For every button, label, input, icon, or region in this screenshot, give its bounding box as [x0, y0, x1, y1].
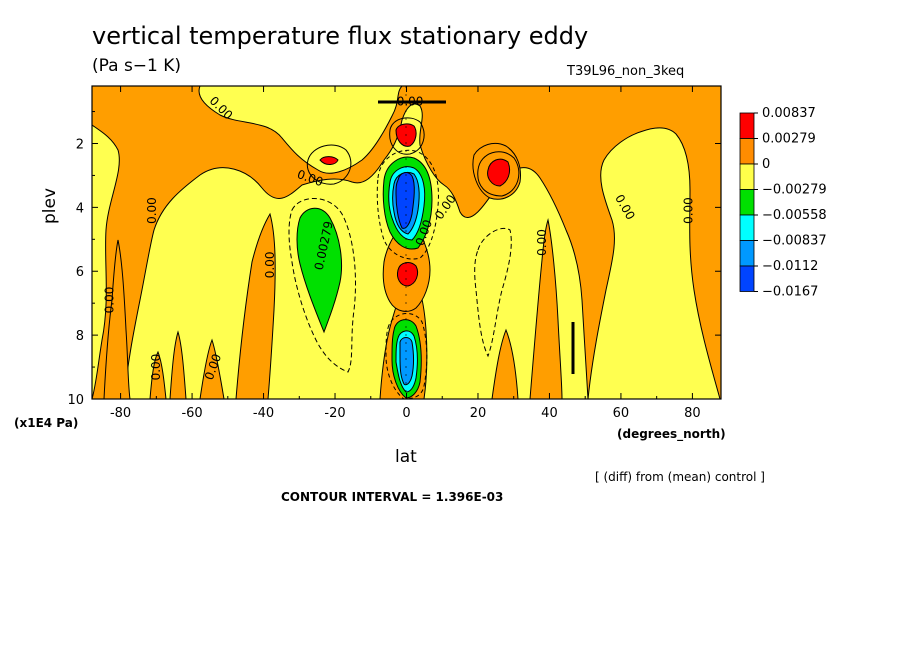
yellow-region-west-top — [92, 86, 720, 174]
contour-label: 0.00 — [681, 197, 695, 224]
legend-swatch — [739, 265, 755, 292]
orange-finger-8 — [529, 218, 563, 399]
contour-label: 0.00 — [397, 94, 424, 108]
legend-label: 0.00837 — [762, 106, 816, 121]
contour-label: 0.00 — [263, 251, 277, 278]
orange-finger-7 — [491, 328, 519, 399]
color-legend: 0.00837 0.00279 0 −0.00279 −0.00558 −0.00837 −… — [739, 106, 827, 300]
yellow-region-east — [587, 127, 721, 399]
y-tick-label: 8 — [76, 329, 84, 344]
red-core-west — [319, 156, 339, 165]
negative-column-top-core — [395, 172, 415, 229]
yellow-region-main — [92, 124, 120, 399]
orange-finger-2 — [149, 350, 167, 399]
contour-ring-west — [306, 144, 352, 185]
orange-finger-3 — [169, 330, 187, 399]
legend-swatch — [739, 189, 755, 216]
y-tick-label: 2 — [76, 137, 84, 152]
legend-label: −0.00837 — [762, 234, 827, 249]
x-tick-label: 20 — [470, 406, 487, 421]
red-core-mid — [397, 262, 419, 287]
x-tick-label: 60 — [613, 406, 630, 421]
dashed-contour-east — [474, 228, 512, 358]
run-label: T39L96_non_3keq — [567, 64, 685, 79]
y-ticks: 2 4 6 8 10 — [67, 111, 721, 408]
negative-column-bottom-blue — [399, 337, 414, 386]
contour-ring-top — [389, 117, 425, 155]
dashed-contour-west-outer — [288, 197, 356, 373]
orange-finger-4 — [199, 338, 225, 399]
plot-area — [92, 86, 721, 399]
x-tick-label: -80 — [110, 406, 131, 421]
legend-label: −0.0167 — [762, 285, 818, 300]
legend-label: −0.00279 — [762, 183, 827, 198]
legend-swatch — [739, 214, 755, 241]
orange-finger-5 — [235, 212, 276, 399]
y-tick-label: 6 — [76, 265, 84, 280]
x-tick-label: 0 — [402, 406, 410, 421]
x-tick-label: -60 — [181, 406, 202, 421]
x-tick-label: 40 — [541, 406, 558, 421]
diff-note: [ (diff) from (mean) control ] — [595, 470, 765, 484]
contour-label: 0.00 — [149, 354, 163, 381]
contour-label: 0.00 — [102, 287, 116, 314]
y-axis-unit: (x1E4 Pa) — [14, 416, 79, 430]
contour-labels: 0.00 0.000.000.000.000.000.00 0.000.000.00… — [102, 94, 695, 382]
dashed-contour-equator-top — [376, 149, 439, 260]
x-tick-label: -40 — [253, 406, 274, 421]
red-core-east — [487, 158, 511, 187]
contour-label: 0.00 — [535, 229, 549, 256]
yellow-region-center — [123, 103, 589, 399]
y-tick-label: 4 — [76, 201, 84, 216]
legend-label: 0.00279 — [762, 132, 816, 147]
y-tick-label: 10 — [67, 393, 84, 408]
legend-label: −0.0112 — [762, 259, 818, 274]
contour-ring-east — [477, 151, 520, 197]
orange-finger-1 — [103, 239, 131, 399]
legend-swatch — [739, 138, 755, 165]
legend-label: −0.00558 — [762, 208, 827, 223]
x-axis-unit: (degrees_north) — [617, 427, 726, 441]
contour-interval: CONTOUR INTERVAL = 1.396E-03 — [281, 490, 504, 504]
legend-swatch — [739, 112, 755, 139]
legend-swatch — [739, 240, 755, 267]
dashed-contour-equator-bottom — [385, 313, 428, 399]
legend-label: 0 — [762, 157, 770, 172]
x-tick-label: 80 — [684, 406, 701, 421]
chart-title: vertical temperature flux stationary edd… — [92, 22, 589, 50]
contour-label: 0.00 — [145, 197, 159, 224]
x-ticks: -80 -60 -40 -20 0 20 40 60 80 — [110, 86, 701, 421]
x-tick-label: -20 — [324, 406, 345, 421]
legend-swatch — [739, 163, 755, 190]
chart-units: (Pa s−1 K) — [92, 56, 182, 76]
x-axis-label: lat — [395, 447, 417, 467]
green-region-west — [296, 207, 343, 334]
